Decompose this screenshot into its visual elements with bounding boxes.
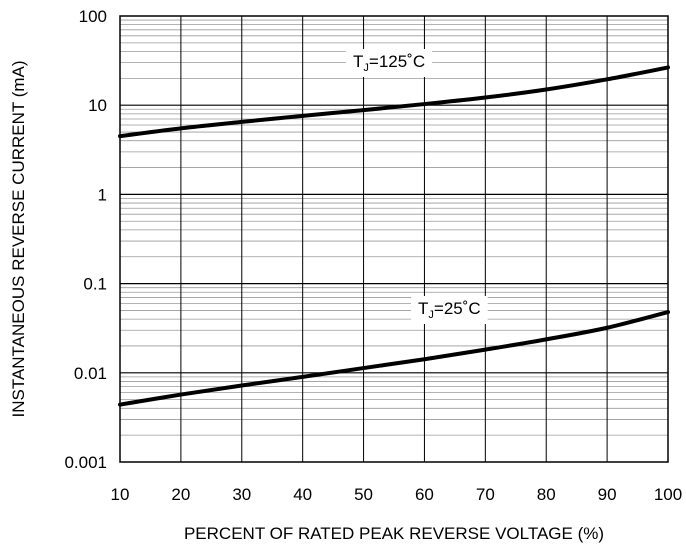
x-tick-label: 20	[171, 485, 190, 504]
y-tick-label: 100	[79, 7, 107, 26]
x-tick-label: 90	[598, 485, 617, 504]
x-tick-label: 10	[111, 485, 130, 504]
grid-minor	[120, 19, 668, 436]
series-label-text: TJ=25˚C	[418, 299, 481, 321]
series-label-125c: TJ=125˚C	[346, 49, 433, 77]
plot-frame	[119, 15, 669, 463]
x-tick-label: 80	[537, 485, 556, 504]
series-label-25c: TJ=25˚C	[411, 296, 488, 324]
x-tick-label: 30	[232, 485, 251, 504]
series-line-0	[118, 65, 670, 139]
series-label-background	[346, 49, 433, 77]
label-subscript: J	[428, 309, 434, 321]
label-main: T	[353, 52, 363, 71]
series-label-text: TJ=125˚C	[353, 52, 425, 74]
x-tick-labels: 10 20 30 40 50 60 70 80 90 100	[111, 485, 683, 504]
y-tick-label: 0.001	[64, 453, 107, 472]
x-tick-label: 60	[415, 485, 434, 504]
y-tick-labels: 0.001 0.01 0.1 1 10 100	[64, 7, 107, 472]
x-tick-label: 40	[293, 485, 312, 504]
label-main: T	[418, 299, 428, 318]
x-tick-label: 70	[476, 485, 495, 504]
label-rest: =125˚C	[369, 52, 425, 71]
grid-major	[120, 16, 668, 462]
label-rest: =25˚C	[434, 299, 481, 318]
y-tick-label: 0.1	[83, 275, 107, 294]
y-tick-label: 1	[98, 185, 107, 204]
y-axis-label: INSTANTANEOUS REVERSE CURRENT (mA)	[9, 60, 28, 417]
x-tick-label: 50	[354, 485, 373, 504]
x-axis-label: PERCENT OF RATED PEAK REVERSE VOLTAGE (%…	[184, 524, 604, 543]
series-line-1	[118, 310, 670, 407]
y-tick-label: 0.01	[74, 364, 107, 383]
series-layer	[118, 65, 670, 407]
series-label-background	[411, 296, 488, 324]
y-tick-label: 10	[88, 96, 107, 115]
x-tick-label: 100	[654, 485, 682, 504]
label-subscript: J	[363, 62, 369, 74]
